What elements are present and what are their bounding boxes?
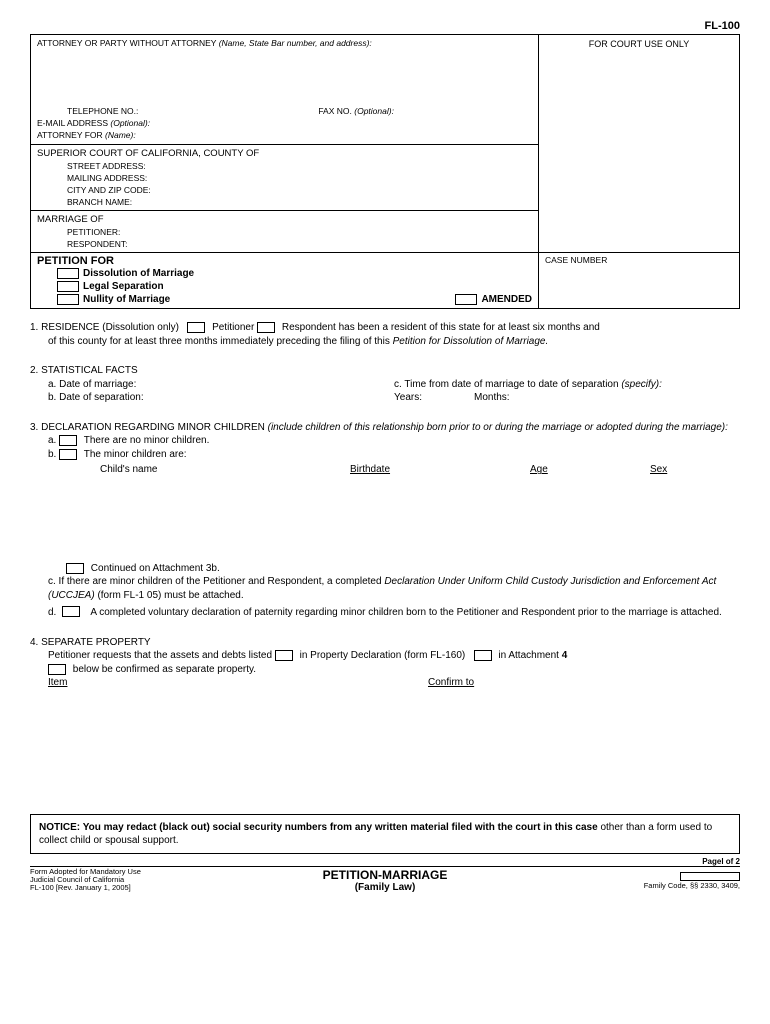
street-label: STREET ADDRESS:: [37, 160, 532, 172]
s1-respondent-text: Respondent has been a resident of this s…: [282, 322, 600, 333]
s1-line2: of this county for at least three months…: [48, 336, 390, 347]
s4-item-header: Item: [48, 676, 428, 690]
s3-continued: Continued on Attachment 3b.: [91, 563, 220, 574]
notice-bold: NOTICE: You may redact (black out) socia…: [39, 822, 598, 833]
opt-dissolution: Dissolution of Marriage: [83, 268, 194, 279]
petition-for-label: PETITION FOR: [37, 255, 532, 267]
mailing-label: MAILING ADDRESS:: [37, 172, 532, 184]
form-id: FL-100: [30, 20, 740, 32]
s4-confirm-header: Confirm to: [428, 676, 474, 690]
footer-subtitle: (Family Law): [210, 882, 560, 893]
s4-title: 4. SEPARATE PROPERTY: [30, 636, 740, 650]
petitioner-label: PETITIONER:: [37, 226, 532, 238]
checkbox-amended[interactable]: [455, 294, 477, 305]
s2-title: 2. STATISTICAL FACTS: [30, 364, 740, 378]
footer-right-text: Family Code, §§ 2330, 3409,: [560, 881, 740, 890]
email-hint: (Optional):: [110, 118, 150, 128]
s3-title: 3. DECLARATION REGARDING MINOR CHILDREN: [30, 422, 265, 433]
s2-months: Months:: [474, 392, 510, 403]
s4-att-num: 4: [562, 650, 568, 661]
s3-c-end: (form FL-1 05) must be attached.: [97, 590, 243, 601]
amended-label: AMENDED: [481, 294, 532, 305]
s2-years: Years:: [394, 391, 474, 405]
court-title: SUPERIOR COURT OF CALIFORNIA, COUNTY OF: [37, 147, 532, 160]
checkbox-dissolution[interactable]: [57, 268, 79, 279]
col-age: Age: [530, 463, 650, 477]
marriage-of-label: MARRIAGE OF: [37, 213, 532, 226]
footer-page: Pagel of 2: [702, 857, 740, 866]
footer-title: PETITION-MARRIAGE: [210, 868, 560, 882]
footer-link-box: [680, 872, 740, 881]
footer: Pagel of 2 Form Adopted for Mandatory Us…: [30, 857, 740, 893]
checkbox-paternity-declaration[interactable]: [62, 606, 80, 617]
caption-box: ATTORNEY OR PARTY WITHOUT ATTORNEY (Name…: [30, 34, 740, 253]
s2-b: b. Date of separation:: [48, 391, 394, 405]
s4-line1: Petitioner requests that the assets and …: [48, 650, 272, 661]
checkbox-property-declaration[interactable]: [275, 650, 293, 661]
s3-a-text: There are no minor children.: [84, 435, 210, 446]
attorney-for-hint: (Name):: [105, 130, 136, 140]
court-use-box: FOR COURT USE ONLY: [539, 35, 739, 252]
col-child-name: Child's name: [100, 463, 350, 477]
s4-in-attachment: in Attachment: [498, 650, 559, 661]
footer-left3: FL-100 [Rev. January 1, 2005]: [30, 884, 210, 892]
s3-a: a.: [48, 435, 56, 446]
s2-c-hint: (specify):: [621, 379, 662, 390]
checkbox-legal-separation[interactable]: [57, 281, 79, 292]
s2-a: a. Date of marriage:: [48, 378, 394, 392]
cityzip-label: CITY AND ZIP CODE:: [37, 184, 532, 196]
respondent-label: RESPONDENT:: [37, 238, 532, 250]
section-4: 4. SEPARATE PROPERTY Petitioner requests…: [30, 632, 740, 784]
s3-d: d.: [48, 606, 56, 620]
fax-label: FAX NO.: [318, 106, 352, 116]
s3-hint: (include children of this relationship b…: [268, 422, 728, 433]
section-2: 2. STATISTICAL FACTS a. Date of marriage…: [30, 360, 740, 409]
s1-line2-italic: Petition for Dissolution of Marriage.: [393, 336, 549, 347]
checkbox-attachment-4[interactable]: [474, 650, 492, 661]
s1-title: 1. RESIDENCE (Dissolution only): [30, 322, 179, 333]
checkbox-minor-children-are[interactable]: [59, 449, 77, 460]
section-3: 3. DECLARATION REGARDING MINOR CHILDREN …: [30, 417, 740, 624]
col-sex: Sex: [650, 463, 710, 477]
opt-nullity: Nullity of Marriage: [83, 294, 170, 305]
checkbox-respondent-residence[interactable]: [257, 322, 275, 333]
s4-line2: below be confirmed as separate property.: [73, 664, 256, 675]
attorney-hint: (Name, State Bar number, and address):: [219, 38, 372, 48]
col-birthdate: Birthdate: [350, 463, 530, 477]
case-number-label: CASE NUMBER: [539, 253, 739, 308]
s3-b-text: The minor children are:: [84, 449, 187, 460]
fax-hint: (Optional):: [354, 106, 394, 116]
notice-box: NOTICE: You may redact (black out) socia…: [30, 814, 740, 854]
s3-c: c. If there are minor children of the Pe…: [48, 576, 382, 587]
attorney-for-label: ATTORNEY FOR: [37, 130, 103, 140]
s4-in-property: in Property Declaration (form FL-160): [300, 650, 466, 661]
s3-d-text: A completed voluntary declaration of pat…: [90, 606, 740, 620]
checkbox-below-confirmed[interactable]: [48, 664, 66, 675]
checkbox-nullity[interactable]: [57, 294, 79, 305]
attorney-label: ATTORNEY OR PARTY WITHOUT ATTORNEY: [37, 38, 216, 48]
branch-label: BRANCH NAME:: [37, 196, 532, 208]
opt-legal-separation: Legal Separation: [83, 281, 164, 292]
checkbox-no-minor-children[interactable]: [59, 435, 77, 446]
email-label: E-MAIL ADDRESS: [37, 118, 108, 128]
section-1: 1. RESIDENCE (Dissolution only) Petition…: [30, 317, 740, 352]
telephone-label: TELEPHONE NO.:: [67, 106, 138, 116]
checkbox-petitioner-residence[interactable]: [187, 322, 205, 333]
s2-c: c. Time from date of marriage to date of…: [394, 379, 619, 390]
checkbox-continued-3b[interactable]: [66, 563, 84, 574]
s3-b: b.: [48, 449, 56, 460]
s1-petitioner: Petitioner: [212, 322, 254, 333]
